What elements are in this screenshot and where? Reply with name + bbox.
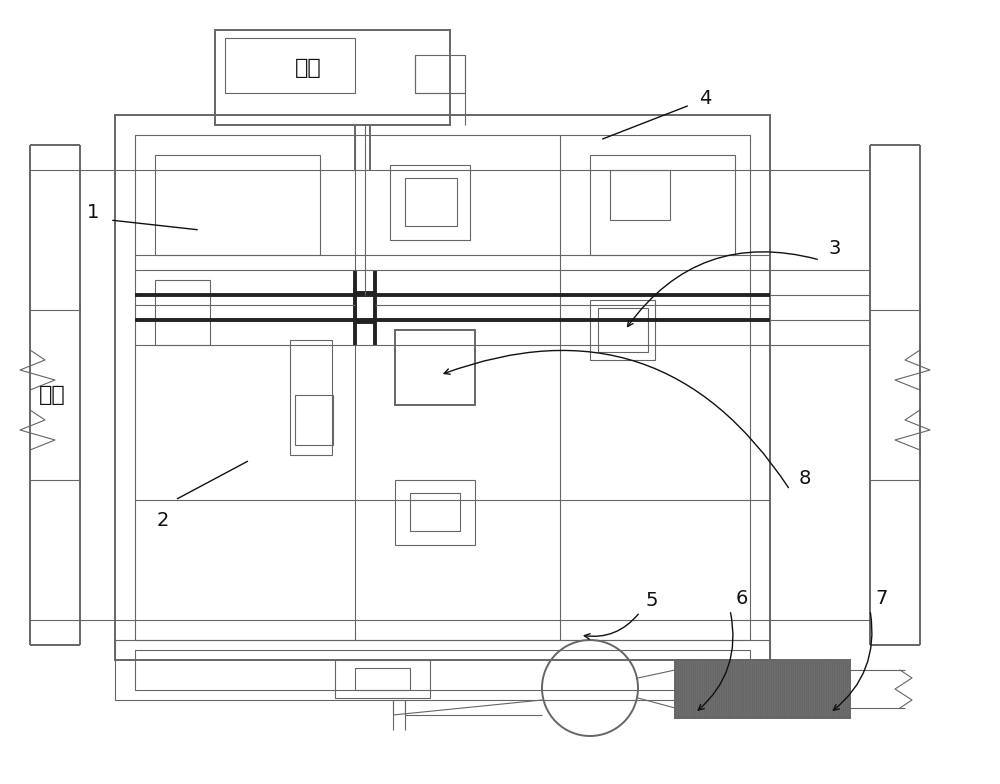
Bar bbox=[610, 170, 670, 220]
Bar bbox=[135, 650, 750, 690]
Text: 入口: 入口 bbox=[295, 58, 322, 78]
Bar bbox=[590, 300, 655, 360]
Bar bbox=[115, 640, 770, 700]
Text: 5: 5 bbox=[646, 590, 658, 609]
Text: 4: 4 bbox=[699, 89, 711, 107]
Bar bbox=[155, 280, 210, 345]
Bar bbox=[598, 308, 648, 352]
Bar bbox=[215, 30, 450, 125]
Text: 6: 6 bbox=[736, 589, 748, 608]
Bar bbox=[355, 668, 410, 690]
Text: 8: 8 bbox=[799, 469, 811, 488]
Bar bbox=[395, 480, 475, 545]
Bar bbox=[410, 493, 460, 531]
Text: 7: 7 bbox=[876, 589, 888, 608]
Bar bbox=[590, 155, 735, 255]
Text: 地坑: 地坑 bbox=[39, 385, 65, 405]
Bar bbox=[290, 340, 332, 455]
Bar bbox=[395, 330, 475, 405]
Bar bbox=[295, 395, 333, 445]
Bar bbox=[155, 155, 320, 255]
Text: 3: 3 bbox=[829, 238, 841, 257]
Bar bbox=[335, 660, 430, 698]
Bar bbox=[675, 660, 850, 718]
Bar bbox=[225, 38, 355, 93]
Bar bbox=[405, 178, 457, 226]
Bar bbox=[415, 55, 465, 93]
Text: 2: 2 bbox=[157, 510, 169, 529]
Bar bbox=[115, 115, 770, 660]
Bar bbox=[390, 165, 470, 240]
Text: 1: 1 bbox=[87, 202, 99, 222]
Bar bbox=[135, 135, 750, 640]
